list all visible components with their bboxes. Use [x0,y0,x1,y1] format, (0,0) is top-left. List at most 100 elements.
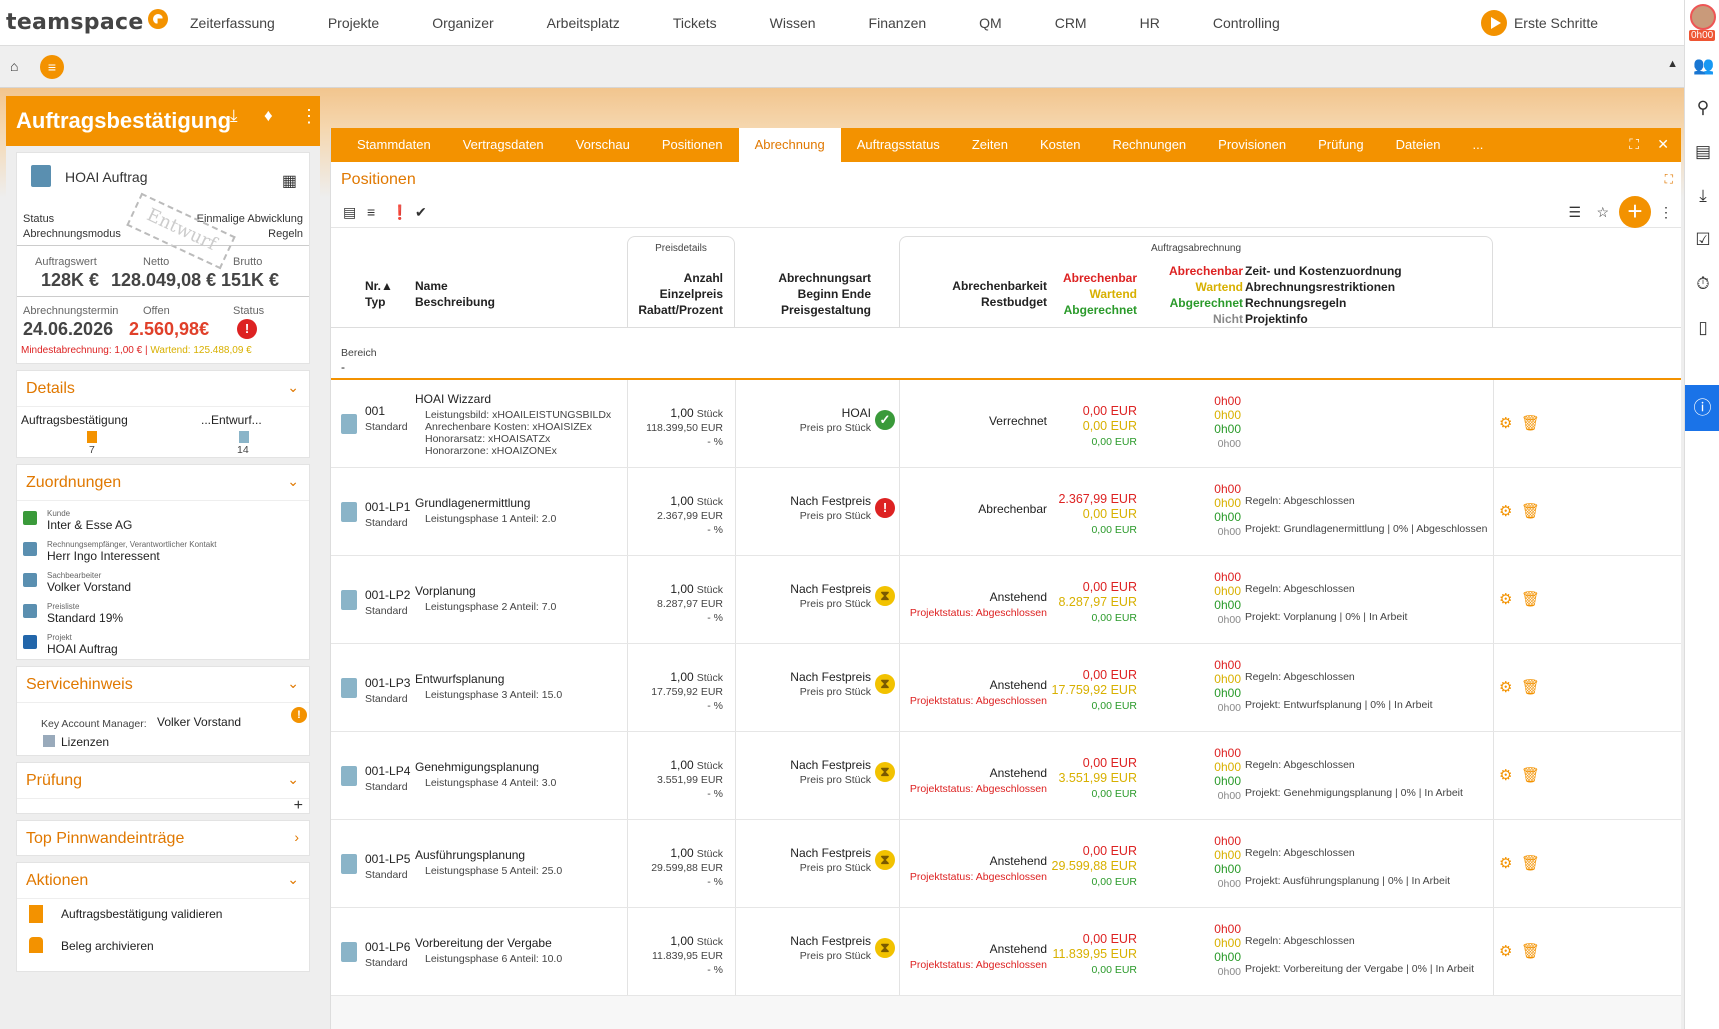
tab-0[interactable]: Stammdaten [357,137,431,152]
nav-item-zeiterfassung[interactable]: Zeiterfassung [190,14,275,31]
tab-8[interactable]: Rechnungen [1112,137,1187,152]
filter-icon[interactable]: ☰ [1568,204,1581,220]
close-icon[interactable]: ✕ [1657,136,1669,152]
delete-icon[interactable]: 🗑 [1521,591,1541,608]
checklist-icon[interactable]: ☑ [1695,230,1711,249]
col-betraege[interactable]: Abrechenbar Wartend Abgerechnet [1057,270,1137,318]
table-row[interactable]: 001-LP4 Standard Genehmigungsplanung Leistu… [331,732,1681,820]
home-icon[interactable]: ⌂ [10,58,19,74]
tab-1[interactable]: Vertragsdaten [462,137,544,152]
table-row[interactable]: 001-LP3 Standard Entwurfsplanung Leistungsp… [331,644,1681,732]
tab-4[interactable]: Abrechnung [738,128,841,162]
kam-value[interactable]: Volker Vorstand [157,715,242,729]
details-header[interactable]: Details ⌄ [17,371,309,407]
pin-icon[interactable]: ⤓ [230,106,238,125]
tab-10[interactable]: Prüfung [1318,137,1364,152]
chevron-down-icon[interactable]: ⌄ [287,379,299,395]
table-row[interactable]: 001-LP2 Standard Vorplanung Leistungsphase … [331,556,1681,644]
table-row[interactable]: 001 Standard HOAI Wizzard Leistungsbild: xH… [331,380,1681,468]
nav-item-arbeitsplatz[interactable]: Arbeitsplatz [546,14,620,31]
table-row[interactable]: 001-LP6 Standard Vorbereitung der Vergabe L… [331,908,1681,996]
servicehinweis-header[interactable]: Servicehinweis ⌄ [17,667,309,703]
assign-icon[interactable]: ⚙ [1499,767,1513,784]
zuordnungen-header[interactable]: Zuordnungen ⌄ [17,465,309,501]
chevron-down-icon[interactable]: ⌄ [287,771,299,787]
nav-item-projekte[interactable]: Projekte [327,14,380,31]
col-name[interactable]: Name Beschreibung [415,278,495,310]
chevron-down-icon[interactable]: ⌄ [287,675,299,691]
col-abrechenbarkeit[interactable]: Abrechenbarkeit Restbudget [921,278,1047,310]
timer-badge[interactable]: 0h00 [1689,30,1716,41]
details-item-2[interactable]: ...Entwurf... [201,413,262,427]
bell-icon[interactable]: ♦ [264,106,273,125]
people-icon[interactable]: 👥 [1693,56,1715,75]
position-name[interactable]: Entwurfsplanung [415,672,505,686]
first-steps-button[interactable]: Erste Schritte [1480,10,1598,36]
nav-item-tickets[interactable]: Tickets [672,14,717,31]
col-abrart[interactable]: Abrechnungsart Beginn Ende Preisgestaltung [751,270,871,318]
more-vertical-icon[interactable]: ⋮ [300,106,318,126]
chevron-down-icon[interactable]: ⌄ [287,871,299,887]
chevron-down-icon[interactable]: ⌄ [287,473,299,489]
nav-item-wissen[interactable]: Wissen [769,14,816,31]
assign-icon[interactable]: ⚙ [1499,503,1513,520]
tab-9[interactable]: Provisionen [1218,137,1287,152]
nav-item-controlling[interactable]: Controlling [1212,14,1280,31]
teamspace-logo[interactable]: teamspace [0,8,190,35]
action-validate[interactable]: Auftragsbestätigung validieren [61,907,223,921]
nav-item-crm[interactable]: CRM [1054,14,1087,31]
delete-icon[interactable]: 🗑 [1521,767,1541,784]
maximize-icon[interactable]: ⛶ [1629,136,1639,152]
table-row[interactable]: 001-LP1 Standard Grundlagenermittlung Leist… [331,468,1681,556]
info-icon[interactable]: ⓘ [1685,385,1719,431]
position-name[interactable]: Grundlagenermittlung [415,496,531,510]
position-name[interactable]: HOAI Wizzard [415,392,492,406]
menu-lines-icon[interactable]: ≡ [367,204,376,220]
delete-icon[interactable]: 🗑 [1521,503,1541,520]
check-filter-icon[interactable]: ✔ [415,204,427,220]
more-vertical-icon[interactable]: ⋮ [1659,204,1673,220]
star-icon[interactable]: ☆ [1596,204,1609,220]
position-name[interactable]: Genehmigungsplanung [415,760,540,774]
table-row[interactable]: 001-LP5 Standard Ausführungsplanung Leistun… [331,820,1681,908]
nav-item-hr[interactable]: HR [1139,14,1160,31]
nav-item-finanzen[interactable]: Finanzen [868,14,927,31]
pin-icon[interactable]: ⤓ [1699,186,1707,205]
nav-item-organizer[interactable]: Organizer [432,14,494,31]
zuordnung-value-2[interactable]: Volker Vorstand [47,580,132,594]
briefcase-icon[interactable]: ▤ [1694,142,1712,161]
assign-icon[interactable]: ⚙ [1499,591,1513,608]
tab-7[interactable]: Kosten [1039,137,1081,152]
tab-12[interactable]: ... [1472,137,1484,152]
mobile-icon[interactable]: ▯ [1698,318,1708,337]
lizenzen-link[interactable]: Lizenzen [61,735,110,749]
zuordnung-value-4[interactable]: HOAI Auftrag [47,642,118,656]
grid-icon[interactable]: ▦ [281,173,297,190]
zuordnung-value-1[interactable]: Herr Ingo Interessent [47,549,160,563]
add-position-button[interactable]: + [1619,196,1651,228]
tab-11[interactable]: Dateien [1395,137,1441,152]
assign-icon[interactable]: ⚙ [1499,855,1513,872]
search-icon[interactable]: ⚲ [1696,98,1710,117]
tab-5[interactable]: Auftragsstatus [856,137,940,152]
position-name[interactable]: Vorplanung [415,584,476,598]
details-item-1[interactable]: Auftragsbestätigung [21,413,128,427]
tab-6[interactable]: Zeiten [971,137,1008,152]
col-nr[interactable]: Nr.▲ Typ [365,278,393,310]
position-name[interactable]: Ausführungsplanung [415,848,526,862]
delete-icon[interactable]: 🗑 [1521,679,1541,696]
nav-item-qm[interactable]: QM [979,14,1002,31]
user-avatar[interactable] [1690,4,1716,30]
col-zuordnung[interactable]: Zeit- und Kostenzuordnung Abrechnungsrest… [1245,263,1402,327]
position-name[interactable]: Vorbereitung der Vergabe [415,936,552,950]
tab-3[interactable]: Positionen [661,137,723,152]
pruefung-header[interactable]: Prüfung ⌄ [17,763,309,799]
aktionen-header[interactable]: Aktionen ⌄ [17,863,309,899]
menu-icon[interactable]: ≡ [40,55,64,79]
tab-2[interactable]: Vorschau [575,137,630,152]
col-preis[interactable]: Anzahl Einzelpreis Rabatt/Prozent [627,270,723,318]
bereich-filter[interactable]: Bereich - [331,328,1681,380]
action-archive[interactable]: Beleg archivieren [61,939,154,953]
assign-icon[interactable]: ⚙ [1499,415,1513,432]
stopwatch-icon[interactable]: ⏱ [1696,274,1710,293]
